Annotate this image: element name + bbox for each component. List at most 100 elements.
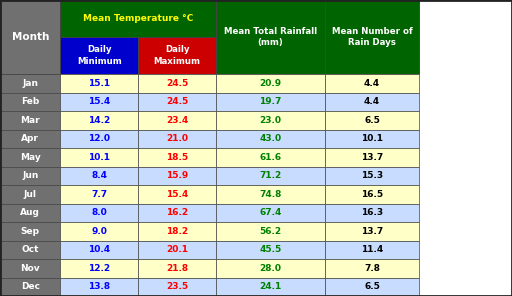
Bar: [325, 278, 419, 296]
Text: 7.8: 7.8: [364, 264, 380, 273]
Bar: [216, 148, 325, 166]
Text: 13.7: 13.7: [361, 227, 383, 236]
Text: 12.0: 12.0: [89, 134, 110, 143]
Text: 24.5: 24.5: [166, 97, 188, 106]
Text: 7.7: 7.7: [91, 190, 108, 199]
Bar: [138, 240, 216, 259]
Bar: [60, 130, 138, 148]
Text: 9.0: 9.0: [91, 227, 108, 236]
Bar: [60, 222, 138, 240]
Text: 18.5: 18.5: [166, 153, 188, 162]
Bar: [60, 278, 138, 296]
Text: Daily
Maximum: Daily Maximum: [154, 46, 201, 65]
Bar: [138, 222, 216, 240]
Bar: [60, 166, 138, 185]
Bar: [0, 111, 60, 130]
Text: 10.1: 10.1: [89, 153, 110, 162]
Text: Nov: Nov: [20, 264, 40, 273]
Bar: [0, 259, 60, 278]
Text: 74.8: 74.8: [260, 190, 282, 199]
Text: Month: Month: [12, 32, 49, 42]
Text: Feb: Feb: [21, 97, 39, 106]
Bar: [216, 259, 325, 278]
Text: 11.4: 11.4: [361, 245, 383, 254]
Text: 56.2: 56.2: [260, 227, 282, 236]
Bar: [325, 92, 419, 111]
Bar: [138, 74, 216, 92]
Bar: [0, 278, 60, 296]
Text: Sep: Sep: [20, 227, 40, 236]
Bar: [216, 278, 325, 296]
Bar: [0, 130, 60, 148]
Bar: [138, 148, 216, 166]
Bar: [216, 204, 325, 222]
Text: 15.1: 15.1: [88, 79, 111, 88]
Text: 15.4: 15.4: [88, 97, 111, 106]
Bar: [138, 37, 216, 74]
Bar: [325, 130, 419, 148]
Text: 8.0: 8.0: [92, 208, 107, 217]
Text: 16.3: 16.3: [361, 208, 383, 217]
Bar: [325, 166, 419, 185]
Bar: [60, 0, 216, 37]
Bar: [60, 148, 138, 166]
Text: Mean Total Rainfall
(mm): Mean Total Rainfall (mm): [224, 27, 317, 47]
Text: May: May: [20, 153, 40, 162]
Bar: [325, 240, 419, 259]
Bar: [138, 166, 216, 185]
Bar: [325, 259, 419, 278]
Bar: [138, 185, 216, 204]
Bar: [60, 259, 138, 278]
Bar: [0, 0, 60, 74]
Bar: [60, 74, 138, 92]
Text: 15.4: 15.4: [166, 190, 188, 199]
Text: 45.5: 45.5: [260, 245, 282, 254]
Bar: [0, 166, 60, 185]
Text: 14.2: 14.2: [88, 116, 111, 125]
Text: 67.4: 67.4: [260, 208, 282, 217]
Text: 8.4: 8.4: [91, 171, 108, 180]
Bar: [60, 111, 138, 130]
Text: 15.3: 15.3: [361, 171, 383, 180]
Bar: [216, 222, 325, 240]
Bar: [0, 74, 60, 92]
Text: 6.5: 6.5: [364, 116, 380, 125]
Bar: [138, 92, 216, 111]
Bar: [325, 185, 419, 204]
Text: 21.8: 21.8: [166, 264, 188, 273]
Text: 24.1: 24.1: [260, 282, 282, 291]
Text: 18.2: 18.2: [166, 227, 188, 236]
Bar: [60, 240, 138, 259]
Text: Mean Temperature °C: Mean Temperature °C: [83, 14, 194, 23]
Bar: [216, 130, 325, 148]
Bar: [216, 92, 325, 111]
Bar: [0, 92, 60, 111]
Bar: [325, 148, 419, 166]
Bar: [60, 92, 138, 111]
Bar: [216, 111, 325, 130]
Text: 4.4: 4.4: [364, 79, 380, 88]
Text: 13.8: 13.8: [88, 282, 111, 291]
Bar: [325, 222, 419, 240]
Text: Mean Number of
Rain Days: Mean Number of Rain Days: [332, 27, 412, 47]
Text: 4.4: 4.4: [364, 97, 380, 106]
Text: Oct: Oct: [22, 245, 39, 254]
Text: 71.2: 71.2: [260, 171, 282, 180]
Text: 15.9: 15.9: [166, 171, 188, 180]
Bar: [216, 0, 325, 74]
Bar: [60, 185, 138, 204]
Text: 20.9: 20.9: [260, 79, 282, 88]
Bar: [325, 204, 419, 222]
Text: 20.1: 20.1: [166, 245, 188, 254]
Text: 61.6: 61.6: [260, 153, 282, 162]
Bar: [325, 74, 419, 92]
Text: 23.4: 23.4: [166, 116, 188, 125]
Bar: [0, 185, 60, 204]
Bar: [138, 259, 216, 278]
Text: 10.1: 10.1: [361, 134, 383, 143]
Text: Dec: Dec: [20, 282, 40, 291]
Text: 13.7: 13.7: [361, 153, 383, 162]
Text: Daily
Minimum: Daily Minimum: [77, 46, 122, 65]
Bar: [138, 130, 216, 148]
Bar: [216, 240, 325, 259]
